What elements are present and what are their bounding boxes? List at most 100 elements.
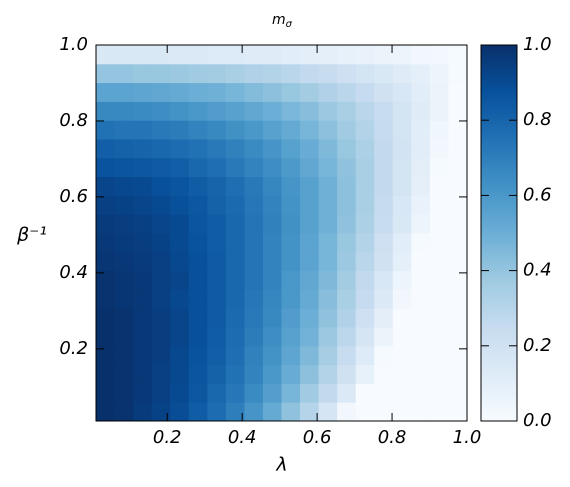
heatmap-cell: [281, 270, 301, 290]
heatmap-cell: [244, 345, 264, 366]
heatmap-cell: [337, 308, 357, 328]
heatmap-cell: [411, 327, 431, 347]
x-tick-label: 1.0: [453, 427, 482, 448]
heatmap-cell: [262, 63, 282, 84]
heatmap-cell: [225, 214, 245, 234]
heatmap-cell: [337, 289, 357, 309]
y-tick-label: 0.6: [59, 186, 88, 207]
heatmap-cell: [225, 45, 245, 65]
heatmap-cell: [114, 289, 134, 309]
heatmap-cell: [96, 402, 116, 422]
heatmap-cell: [318, 214, 338, 234]
heatmap-cell: [244, 195, 264, 215]
heatmap-cell: [133, 63, 153, 84]
heatmap-cell: [207, 383, 227, 403]
heatmap-cell: [374, 195, 394, 215]
heatmap-cell: [225, 251, 245, 272]
heatmap-cell: [262, 289, 282, 309]
heatmap-cell: [207, 82, 227, 102]
y-tick-label: 0.4: [59, 262, 88, 283]
heatmap-cell: [262, 120, 282, 140]
heatmap-cell: [318, 176, 338, 196]
heatmap-cell: [170, 270, 190, 290]
heatmap-cell: [300, 308, 320, 328]
heatmap-cell: [133, 251, 153, 272]
heatmap-cell: [114, 176, 134, 196]
heatmap-cell: [300, 345, 320, 366]
heatmap-cell: [96, 214, 116, 234]
heatmap-cell: [262, 308, 282, 328]
heatmap-cell: [392, 345, 412, 366]
heatmap-cell: [355, 45, 375, 65]
heatmap-cell: [392, 214, 412, 234]
heatmap-cell: [411, 233, 431, 253]
heatmap-cell: [411, 364, 431, 384]
heatmap-cell: [300, 270, 320, 290]
heatmap-cell: [429, 402, 449, 422]
heatmap-cell: [188, 45, 208, 65]
heatmap-cell: [262, 157, 282, 178]
heatmap-cell: [96, 289, 116, 309]
heatmap-cell: [300, 327, 320, 347]
heatmap-cell: [318, 157, 338, 178]
heatmap-cell: [114, 270, 134, 290]
heatmap-cell: [374, 120, 394, 140]
heatmap-cell: [448, 82, 468, 102]
heatmap-cell: [281, 308, 301, 328]
heatmap-cell: [133, 233, 153, 253]
heatmap-cell: [355, 233, 375, 253]
y-tick-label: 1.0: [59, 34, 88, 55]
heatmap-cell: [170, 327, 190, 347]
heatmap-cell: [114, 139, 134, 159]
heatmap-cell: [225, 289, 245, 309]
heatmap-cell: [281, 345, 301, 366]
heatmap-cell: [225, 157, 245, 178]
heatmap-cell: [151, 195, 171, 215]
heatmap-cell: [448, 345, 468, 366]
heatmap-cell: [96, 120, 116, 140]
heatmap-cell: [429, 251, 449, 272]
heatmap-cell: [318, 251, 338, 272]
heatmap-cell: [429, 45, 449, 65]
heatmap-cell: [411, 45, 431, 65]
heatmap-cell: [225, 233, 245, 253]
heatmap-cell: [374, 289, 394, 309]
colorbar-tick-label: 0.4: [523, 260, 552, 281]
heatmap-cell: [207, 195, 227, 215]
heatmap-cell: [355, 214, 375, 234]
heatmap-cell: [244, 289, 264, 309]
heatmap-cell: [281, 101, 301, 121]
heatmap-cell: [300, 101, 320, 121]
heatmap-cell: [262, 82, 282, 102]
heatmap-cell: [300, 364, 320, 384]
colorbar-tick-label: 0.0: [523, 410, 552, 431]
heatmap-cell: [207, 214, 227, 234]
heatmap-cell: [151, 345, 171, 366]
heatmap-cell: [225, 120, 245, 140]
heatmap-cell: [262, 327, 282, 347]
heatmap-cell: [151, 214, 171, 234]
heatmap-cell: [300, 195, 320, 215]
heatmap-cell: [170, 251, 190, 272]
heatmap-cell: [244, 270, 264, 290]
heatmap-cell: [96, 157, 116, 178]
heatmap-cell: [133, 383, 153, 403]
heatmap-cell: [300, 139, 320, 159]
heatmap-cell: [133, 364, 153, 384]
heatmap-cell: [392, 176, 412, 196]
heatmap-cell: [133, 345, 153, 366]
heatmap-cell: [225, 402, 245, 422]
heatmap-cell: [281, 139, 301, 159]
heatmap-cell: [188, 251, 208, 272]
heatmap-cell: [448, 176, 468, 196]
heatmap-cell: [244, 251, 264, 272]
heatmap-cell: [96, 45, 116, 65]
heatmap-cell: [225, 270, 245, 290]
heatmap-cell: [188, 214, 208, 234]
heatmap-cell: [114, 120, 134, 140]
heatmap-cell: [225, 139, 245, 159]
heatmap-cell: [114, 101, 134, 121]
heatmap-cell: [429, 176, 449, 196]
heatmap-cell: [429, 383, 449, 403]
heatmap-cell: [318, 63, 338, 84]
